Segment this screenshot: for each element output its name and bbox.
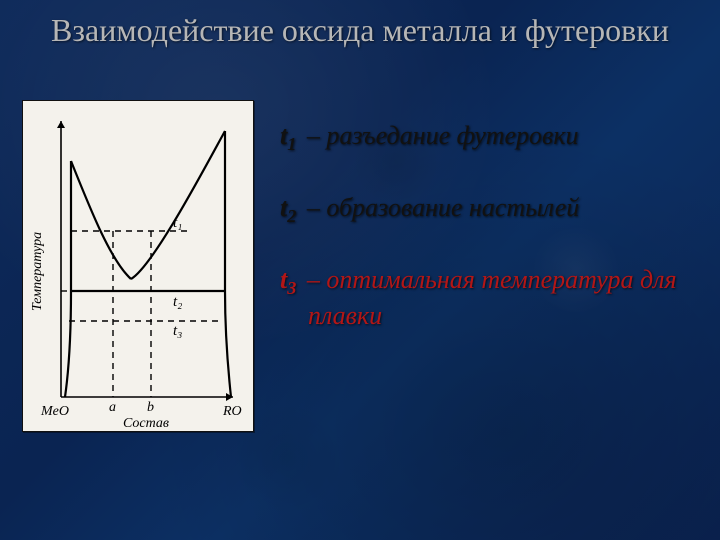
legend-t3-text: – оптимальная температура для плавки [303,265,677,330]
axis-x-right: RO [222,404,242,419]
legend-t1-sub: 1 [287,134,296,154]
liquidus-left [71,161,131,279]
legend: t1 – разъедание футеровки t2 – образован… [280,120,700,368]
axis-x-left: MeO [40,404,69,419]
legend-t2-var: t2 [280,193,296,222]
legend-t3-sub: 3 [287,278,296,298]
liquidus-right [131,131,225,279]
legend-t3: t3 – оптимальная температура для плавки [280,264,700,332]
phase-diagram: t₁ t₂ t₃ a b MeO RO Состав Температура [22,100,254,432]
legend-t1-var: t1 [280,121,296,150]
legend-t2-sub: 2 [287,206,296,226]
legend-t2-text: – образование настылей [303,193,583,222]
label-t3: t₃ [173,323,182,339]
axis-x-arrow [226,393,233,401]
label-b: b [147,400,154,415]
solvus-left [65,291,71,397]
label-t1: t₁ [173,215,182,231]
slide-title: Взаимодействие оксида металла и футеровк… [0,12,720,49]
legend-t1-text: – разъедание футеровки [303,121,583,150]
legend-t3-var: t3 [280,265,296,294]
solvus-right [225,291,231,397]
legend-t2: t2 – образование настылей [280,192,700,228]
slide-root: Взаимодействие оксида металла и футеровк… [0,0,720,540]
axis-x-center: Состав [123,416,169,431]
phase-diagram-svg: t₁ t₂ t₃ a b MeO RO Состав Температура [23,101,253,431]
label-a: a [109,400,116,415]
axis-y-label: Температура [30,232,45,311]
label-t2: t₂ [173,294,182,310]
axis-y-arrow [57,121,65,128]
legend-t1: t1 – разъедание футеровки [280,120,700,156]
